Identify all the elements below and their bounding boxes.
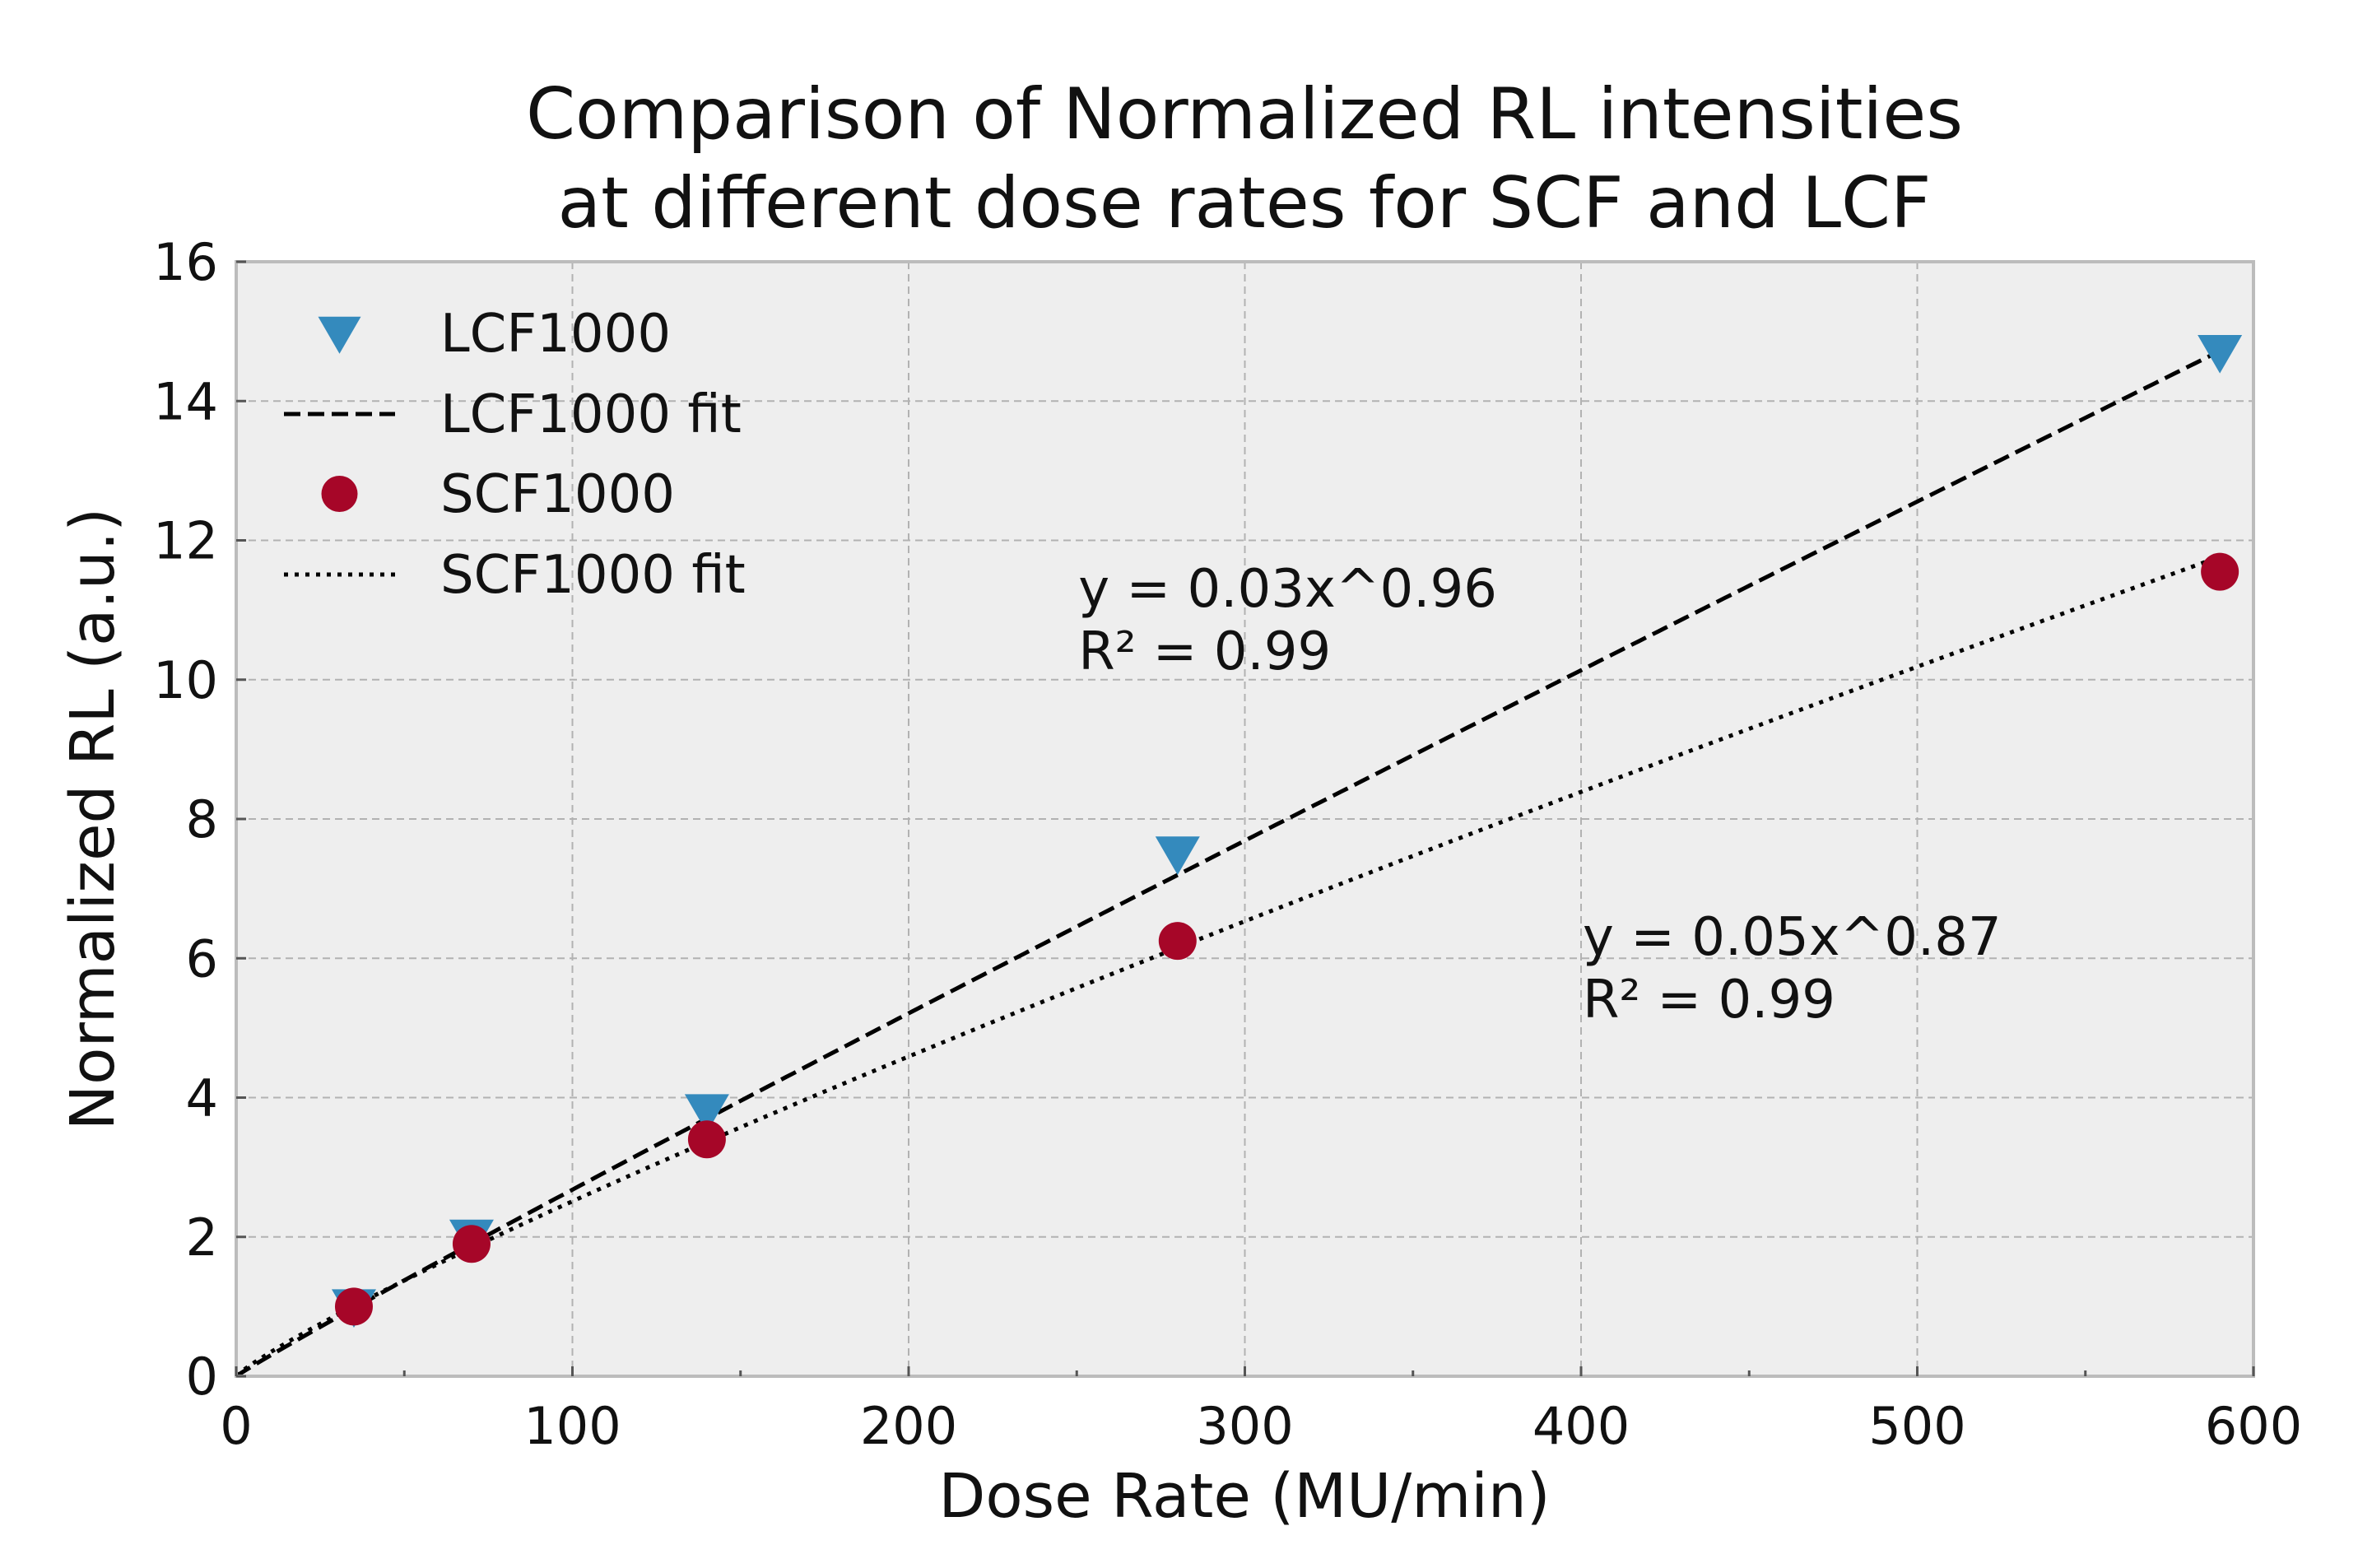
point-scf1000 [2201,552,2239,591]
point-scf1000 [334,1287,373,1326]
fit-lines [235,349,2221,1379]
y-tick-label: 16 [153,232,218,292]
y-tick-label: 14 [153,371,218,431]
x-tick-label: 0 [220,1396,252,1456]
point-scf1000 [452,1225,491,1263]
x-axis-label: Dose Rate (MU/min) [938,1461,1550,1532]
y-tick-label: 0 [186,1347,218,1407]
y-tick-label: 4 [186,1068,218,1128]
legend-label-scf1000: SCF1000 [440,464,675,525]
legend-marker-scf1000 [321,476,358,512]
point-lcf1000 [2198,334,2243,374]
legend-marker-lcf1000 [318,316,361,354]
y-tick-label: 10 [153,650,218,710]
y-tick-label: 12 [153,511,218,571]
fit-equation-1-line-1: y = 0.03x^0.96 [1078,559,1497,620]
chart-title-line-1: Comparison of Normalized RL intensities [526,73,1963,156]
x-tick-label: 300 [1196,1396,1293,1456]
y-tick-label: 6 [186,928,218,989]
x-tick-label: 400 [1532,1396,1630,1456]
point-lcf1000 [684,1094,729,1133]
fit-line-lcf1000-fit [235,349,2221,1379]
point-scf1000 [1158,922,1197,961]
x-tick-label: 500 [1868,1396,1965,1456]
legend-label-lcf1000: LCF1000 [440,304,671,365]
point-scf1000 [687,1120,726,1159]
chart-title-line-2: at different dose rates for SCF and LCF [557,162,1931,244]
point-lcf1000 [1155,836,1200,875]
axis-ticks: 0 100 200 300 400 500 600 0 2 4 6 8 10 12 14 16 [153,232,2302,1456]
legend-label-lcf1000-fit: LCF1000 fit [440,384,742,445]
x-tick-label: 200 [860,1396,957,1456]
x-tick-label: 600 [2205,1396,2302,1456]
y-axis-label: Normalized RL (a.u.) [58,508,128,1130]
fit-equation-2-line-2: R² = 0.99 [1583,970,1835,1031]
legend-label-scf1000-fit: SCF1000 fit [440,545,746,606]
fit-equation-2-line-1: y = 0.05x^0.87 [1583,907,2002,968]
fit-equation-1-line-2: R² = 0.99 [1078,621,1331,682]
x-tick-label: 100 [523,1396,621,1456]
y-tick-label: 8 [186,789,218,849]
y-tick-label: 2 [186,1207,218,1268]
axis-labels: Comparison of Normalized RL intensities … [58,73,1963,1532]
legend: LCF1000 LCF1000 fit SCF1000 SCF1000 fit [284,304,746,606]
data-points [331,334,2243,1328]
